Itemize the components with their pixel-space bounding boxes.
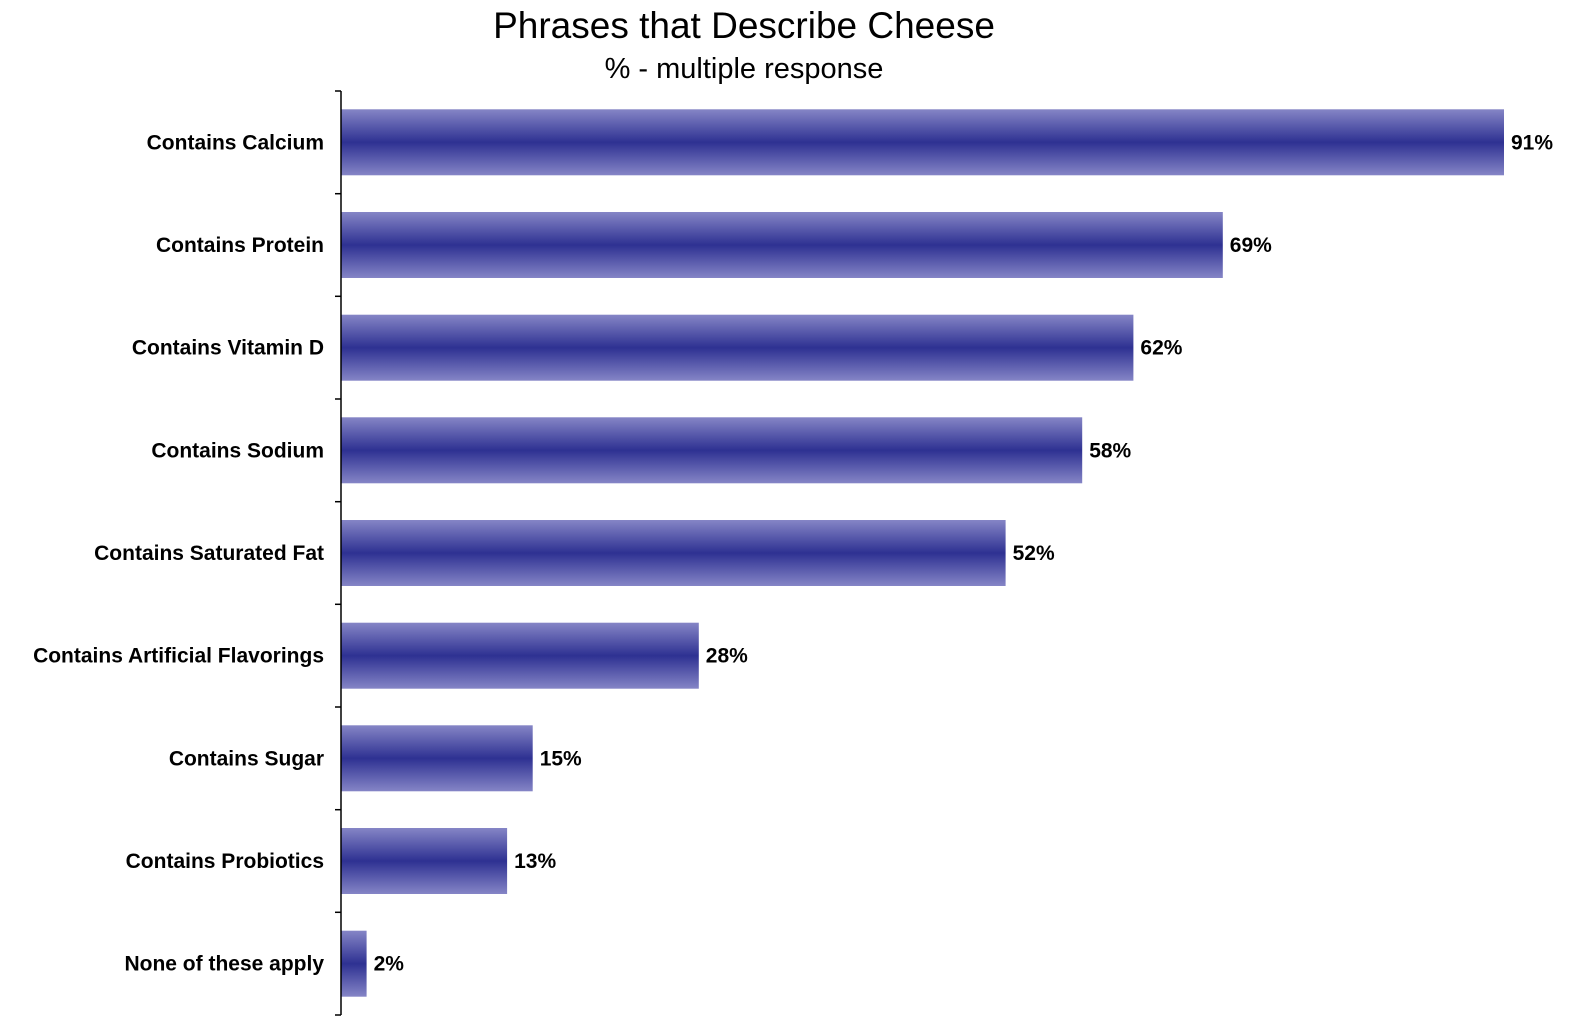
data-label: 2% bbox=[374, 953, 405, 976]
data-label: 28% bbox=[706, 645, 748, 668]
category-label: None of these apply bbox=[124, 953, 324, 976]
category-label: Contains Saturated Fat bbox=[94, 542, 324, 565]
bar bbox=[341, 828, 508, 894]
data-label: 62% bbox=[1140, 337, 1182, 360]
category-label: Contains Sugar bbox=[169, 747, 324, 770]
category-label: Contains Protein bbox=[156, 234, 324, 257]
category-label: Contains Vitamin D bbox=[132, 337, 324, 360]
bar bbox=[341, 622, 699, 689]
chart-subtitle: % - multiple response bbox=[605, 53, 884, 85]
bar bbox=[341, 109, 1504, 176]
category-label: Contains Calcium bbox=[147, 131, 324, 154]
data-label: 69% bbox=[1230, 234, 1272, 257]
data-label: 58% bbox=[1089, 439, 1131, 462]
data-label: 52% bbox=[1013, 542, 1055, 565]
category-label: Contains Probiotics bbox=[126, 850, 324, 873]
bar bbox=[341, 212, 1223, 278]
chart-title: Phrases that Describe Cheese bbox=[493, 5, 995, 46]
bar bbox=[341, 417, 1083, 484]
bar bbox=[341, 520, 1006, 586]
bar bbox=[341, 314, 1134, 381]
data-label: 13% bbox=[514, 850, 556, 873]
data-label: 91% bbox=[1511, 131, 1553, 154]
bar bbox=[341, 930, 367, 997]
data-label: 15% bbox=[540, 747, 582, 770]
bar bbox=[341, 725, 533, 792]
category-label: Contains Sodium bbox=[151, 439, 324, 462]
plot-area: Contains Calcium 91% Contains Protein 69% Co… bbox=[33, 90, 1553, 1016]
category-label: Contains Artificial Flavorings bbox=[33, 645, 324, 668]
